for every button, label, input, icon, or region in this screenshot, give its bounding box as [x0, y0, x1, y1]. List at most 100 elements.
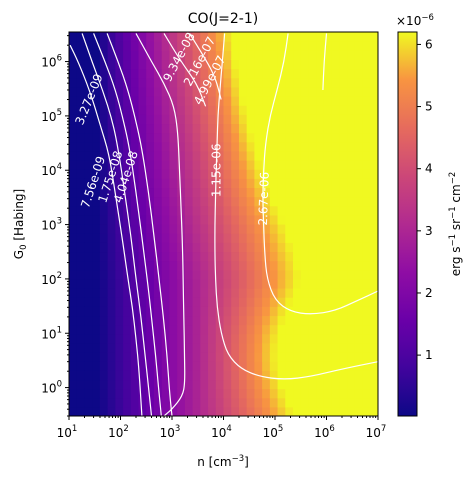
heatmap-cell [285, 342, 294, 353]
heatmap-cell [269, 406, 279, 416]
heatmap-cell [308, 242, 317, 253]
heatmap-cell [300, 132, 310, 143]
heatmap-cell [169, 315, 178, 326]
heatmap-cell [92, 141, 101, 152]
contour-line [135, 33, 186, 416]
heatmap-cell [262, 297, 271, 307]
heatmap-cell [323, 123, 333, 134]
heatmap-cell [293, 260, 302, 271]
heatmap-cell [153, 50, 163, 61]
heatmap-cell [146, 288, 155, 298]
heatmap-cell [238, 214, 248, 225]
heatmap-cell [84, 150, 93, 161]
heatmap-cell [331, 397, 340, 408]
heatmap-cell [285, 214, 294, 225]
heatmap-cell [169, 278, 178, 289]
heatmap-cell [192, 150, 201, 161]
heatmap-cell [277, 324, 286, 335]
heatmap-cell [184, 388, 194, 399]
heatmap-cell [130, 77, 140, 88]
heatmap-cell [246, 132, 255, 143]
heatmap-cell [246, 242, 255, 253]
heatmap-cell [308, 141, 317, 152]
heatmap-cell [84, 333, 93, 344]
heatmap-cell [293, 96, 302, 106]
heatmap-cell [99, 224, 109, 234]
heatmap-cell [115, 77, 124, 88]
heatmap-cell [293, 32, 302, 42]
heatmap-cell [84, 260, 93, 271]
heatmap-cell [323, 141, 333, 152]
heatmap-cell [69, 361, 78, 371]
chart-title: CO(J=2-1) [188, 11, 258, 27]
heatmap-cell [215, 50, 225, 61]
heatmap-cell [76, 352, 86, 362]
heatmap-cell [339, 59, 348, 70]
heatmap-cell [347, 388, 356, 399]
heatmap-cell [215, 150, 225, 161]
heatmap-cell [300, 297, 310, 307]
heatmap-cell [308, 352, 317, 362]
heatmap-cell [115, 306, 124, 317]
heatmap-cell [215, 132, 225, 143]
contour-line [262, 33, 378, 315]
heatmap-cell [347, 242, 356, 253]
heatmap-cell [308, 324, 317, 335]
heatmap-cell [146, 86, 155, 97]
heatmap-cell [370, 187, 378, 198]
heatmap-cell [277, 361, 286, 371]
heatmap-cell [223, 32, 232, 42]
heatmap-cell [208, 352, 217, 362]
heatmap-cell [84, 269, 93, 280]
heatmap-cell [192, 169, 201, 179]
heatmap-cell [107, 233, 116, 243]
heatmap-cell [293, 379, 302, 390]
heatmap-cell [300, 32, 310, 42]
heatmap-cell [238, 306, 248, 317]
heatmap-cell [192, 196, 201, 207]
heatmap-cell [123, 352, 132, 362]
heatmap-cell [300, 187, 310, 198]
heatmap-cell [339, 86, 348, 97]
heatmap-cell [254, 169, 263, 179]
x-label-end: ] [244, 455, 249, 469]
heatmap-cell [323, 361, 333, 371]
heatmap-cell [200, 352, 209, 362]
heatmap-cell [370, 141, 378, 152]
heatmap-cell [300, 68, 310, 79]
heatmap-cell [138, 315, 147, 326]
heatmap-cell [246, 123, 255, 134]
colorbar-tick-label: 5 [425, 100, 433, 114]
heatmap-cell [370, 269, 378, 280]
heatmap-cell [177, 59, 186, 70]
heatmap-cell [177, 160, 186, 170]
heatmap-cell [331, 224, 340, 234]
heatmap-cell [293, 288, 302, 298]
heatmap-cell [146, 324, 155, 335]
heatmap-cell [308, 187, 317, 198]
heatmap-cell [115, 342, 124, 353]
heatmap-cell [262, 141, 271, 152]
heatmap-cell [246, 397, 255, 408]
heatmap-cell [238, 397, 248, 408]
heatmap-cell [92, 187, 101, 198]
heatmap-cell [285, 187, 294, 198]
heatmap-cell [76, 242, 86, 253]
heatmap-cell [293, 114, 302, 125]
heatmap-cell [76, 269, 86, 280]
heatmap-cell [293, 233, 302, 243]
heatmap-cell [76, 306, 86, 317]
heatmap-cell [254, 242, 263, 253]
heatmap-cell [339, 32, 348, 42]
contour-label: 2.67e-06 [256, 172, 272, 226]
heatmap-cell [92, 306, 101, 317]
heatmap-cell [115, 324, 124, 335]
heatmap-cell [339, 150, 348, 161]
heatmap-cell [254, 96, 263, 106]
heatmap-cell [138, 169, 147, 179]
heatmap-cell [331, 324, 340, 335]
heatmap-cell [123, 77, 132, 88]
heatmap-cell [362, 324, 371, 335]
heatmap-cell [84, 278, 93, 289]
heatmap-cell [223, 96, 232, 106]
